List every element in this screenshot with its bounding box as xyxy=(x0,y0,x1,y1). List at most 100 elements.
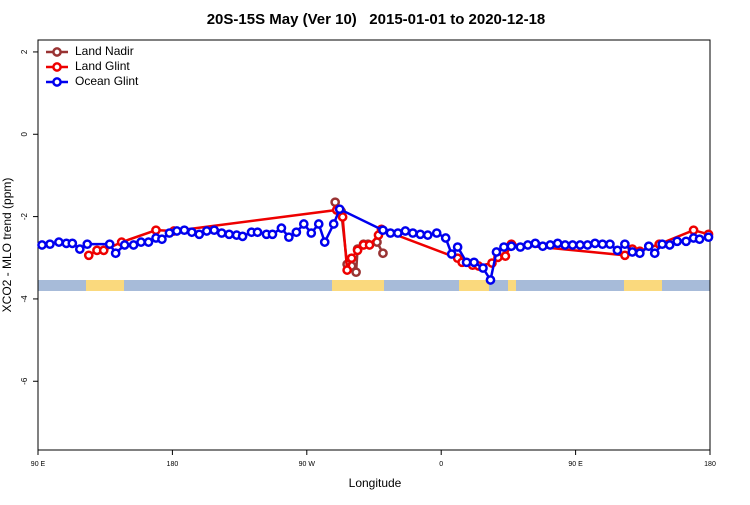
data-point xyxy=(164,228,175,238)
data-point xyxy=(346,253,357,264)
data-point xyxy=(252,227,263,238)
x-axis-label: Longitude xyxy=(349,476,402,490)
land-strip xyxy=(332,280,384,291)
data-point xyxy=(703,232,714,243)
data-point xyxy=(552,238,563,249)
data-point xyxy=(201,226,212,236)
data-point xyxy=(506,241,517,252)
data-point xyxy=(172,226,182,236)
x-tick-label: 180 xyxy=(167,461,179,468)
data-point xyxy=(643,241,654,252)
data-point xyxy=(119,240,130,250)
data-point xyxy=(186,227,197,238)
legend-label: Land Glint xyxy=(75,59,130,73)
data-point xyxy=(216,228,227,238)
data-point xyxy=(136,237,146,247)
data-point xyxy=(649,248,660,259)
data-point xyxy=(461,257,472,268)
data-point xyxy=(452,242,463,252)
chart-title: 20S-15S May (Ver 10) 2015-01-01 to 2020-… xyxy=(207,11,546,28)
y-axis-label: XCO2 - MLO trend (ppm) xyxy=(0,178,14,313)
x-tick-label: 0 xyxy=(439,461,443,468)
data-point xyxy=(342,265,352,275)
data-point xyxy=(291,227,302,238)
data-point xyxy=(385,228,396,238)
x-tick-label: 90 E xyxy=(568,461,583,468)
data-point xyxy=(98,245,109,256)
data-point xyxy=(128,240,139,250)
data-point xyxy=(620,239,630,250)
legend-marker xyxy=(52,47,62,57)
data-point xyxy=(620,250,630,261)
data-point xyxy=(378,248,388,259)
data-point xyxy=(352,245,363,256)
data-point xyxy=(334,204,345,215)
data-point xyxy=(313,219,324,229)
data-point xyxy=(82,239,93,250)
data-point xyxy=(351,267,361,278)
data-point xyxy=(575,240,585,250)
data-point xyxy=(634,248,645,259)
data-point xyxy=(522,240,533,250)
data-point xyxy=(545,240,556,250)
data-point xyxy=(224,229,234,240)
data-point xyxy=(478,263,488,273)
data-point xyxy=(284,232,294,243)
y-tick-label: 0 xyxy=(20,131,29,136)
y-tick-label: -4 xyxy=(20,295,29,303)
legend-label: Land Nadir xyxy=(75,44,134,58)
data-point xyxy=(179,225,190,236)
land-strip xyxy=(86,280,124,291)
data-point xyxy=(537,241,548,252)
data-point xyxy=(67,238,78,249)
data-point xyxy=(694,234,705,245)
land-mask xyxy=(38,280,710,291)
data-point xyxy=(364,240,375,250)
data-point xyxy=(143,237,154,247)
data-point xyxy=(597,239,608,250)
data-point xyxy=(688,225,699,236)
data-point xyxy=(612,245,623,256)
data-point xyxy=(110,248,121,259)
data-point xyxy=(104,239,115,250)
data-point xyxy=(151,225,161,236)
data-point xyxy=(499,242,509,252)
data-point xyxy=(440,233,451,243)
x-tick-label: 180 xyxy=(704,461,716,468)
data-point xyxy=(491,247,502,257)
data-point xyxy=(515,242,526,252)
data-point xyxy=(337,212,348,222)
data-point xyxy=(567,240,578,250)
data-point xyxy=(422,230,433,240)
data-point xyxy=(627,247,638,257)
data-point xyxy=(378,225,388,236)
legend-label: Ocean Glint xyxy=(75,74,139,88)
data-point xyxy=(306,228,317,238)
data-point xyxy=(664,240,675,250)
data-point xyxy=(45,239,55,250)
data-point xyxy=(157,234,167,245)
y-tick-label: 2 xyxy=(20,49,29,54)
land-strip xyxy=(508,280,516,291)
data-point xyxy=(194,229,205,240)
data-point xyxy=(560,240,570,250)
data-point xyxy=(267,229,278,240)
data-point xyxy=(485,275,496,285)
data-point xyxy=(276,223,287,233)
data-point xyxy=(582,240,593,250)
data-point xyxy=(319,237,330,247)
data-point xyxy=(74,244,85,254)
data-point xyxy=(469,257,479,268)
data-point xyxy=(407,228,418,238)
data-point xyxy=(298,219,309,229)
data-point xyxy=(657,239,668,250)
data-point xyxy=(37,240,47,250)
data-point xyxy=(681,236,691,247)
y-tick-label: -2 xyxy=(20,212,29,220)
data-point xyxy=(237,231,248,242)
data-point xyxy=(393,228,403,238)
data-point xyxy=(500,251,511,261)
data-point xyxy=(400,226,411,236)
